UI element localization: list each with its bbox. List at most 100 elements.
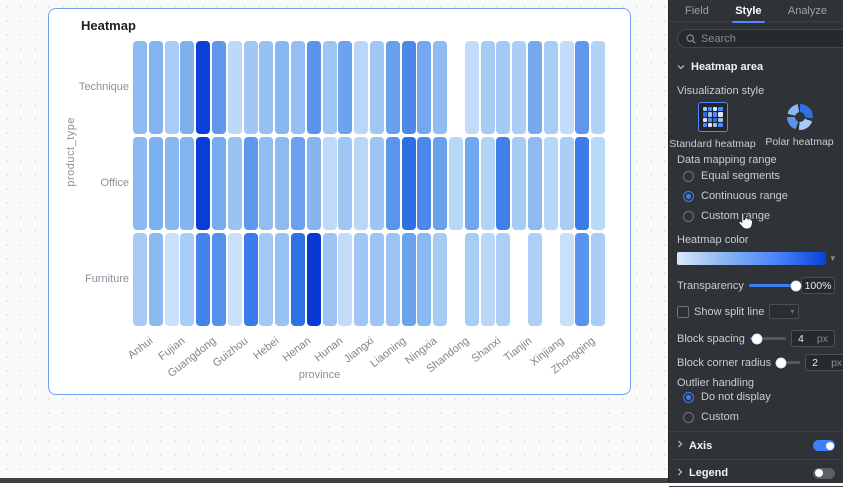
heatmap-cell[interactable] [148,137,163,230]
axis-toggle[interactable] [813,440,835,451]
slider-thumb[interactable] [790,280,802,291]
heatmap-cell[interactable] [275,233,290,326]
heatmap-cell[interactable] [180,41,195,134]
block-corner-radius-slider[interactable] [775,357,801,368]
heatmap-cell[interactable] [370,137,384,230]
heatmap-cell[interactable] [291,137,305,230]
heatmap-cell[interactable] [227,41,242,134]
chart-card[interactable]: Heatmap product_type province Technique O… [48,8,631,395]
heatmap-cell[interactable] [401,41,416,134]
heatmap-cell[interactable] [133,41,147,134]
block-spacing-value[interactable]: 4 px [791,330,835,347]
heatmap-cell[interactable] [196,41,211,134]
heatmap-cell[interactable] [433,137,448,230]
transparency-slider[interactable] [748,280,802,291]
heatmap-cell[interactable] [180,137,195,230]
heatmap-cell[interactable] [496,41,511,134]
heatmap-cell[interactable] [575,41,590,134]
heatmap-cell[interactable] [385,137,400,230]
heatmap-cell[interactable] [559,41,574,134]
heatmap-cell[interactable] [259,233,274,326]
heatmap-cell[interactable] [417,137,432,230]
heatmap-cell[interactable] [212,233,226,326]
heatmap-cell[interactable] [528,41,542,134]
heatmap-cell[interactable] [338,233,353,326]
heatmap-cell[interactable] [496,233,511,326]
heatmap-cell[interactable] [212,41,226,134]
viz-standard-heatmap-option[interactable]: Standard heatmap [669,102,756,150]
heatmap-cell[interactable] [417,233,432,326]
heatmap-cell[interactable] [164,233,179,326]
heatmap-cell[interactable] [306,233,321,326]
heatmap-cell[interactable] [591,137,606,230]
section-heatmap-area[interactable]: Heatmap area [669,52,843,77]
heatmap-cell[interactable] [464,41,479,134]
heatmap-cell[interactable] [512,41,527,134]
heatmap-cell[interactable] [591,41,606,134]
heatmap-cell[interactable] [133,233,147,326]
heatmap-cell[interactable] [227,233,242,326]
heatmap-cell[interactable] [322,233,337,326]
tab-field[interactable]: Field [685,4,709,17]
heatmap-cell[interactable] [543,137,558,230]
heatmap-cell[interactable] [370,41,384,134]
slider-thumb[interactable] [775,357,787,368]
heatmap-cell[interactable] [306,41,321,134]
search-input-wrapper[interactable] [677,29,843,48]
heatmap-cell[interactable] [322,137,337,230]
radio-outlier-custom[interactable]: Custom [669,405,843,431]
heatmap-cell[interactable] [338,137,353,230]
heatmap-cell[interactable] [575,233,590,326]
search-input[interactable] [701,32,843,45]
heatmap-cell[interactable] [243,137,258,230]
heatmap-cell[interactable] [306,137,321,230]
heatmap-cell[interactable] [528,233,542,326]
heatmap-cell[interactable] [133,137,147,230]
heatmap-cell[interactable] [480,137,495,230]
heatmap-cell[interactable] [354,233,369,326]
legend-toggle[interactable] [813,467,835,479]
heatmap-cell[interactable] [196,233,211,326]
heatmap-cell[interactable] [543,41,558,134]
heatmap-cell[interactable] [227,137,242,230]
heatmap-cell[interactable] [433,41,448,134]
heatmap-cell[interactable] [528,137,542,230]
heatmap-cell[interactable] [259,41,274,134]
heatmap-cell[interactable] [243,233,258,326]
heatmap-cell[interactable] [401,137,416,230]
heatmap-cell[interactable] [464,137,479,230]
heatmap-cell[interactable] [275,41,290,134]
heatmap-cell[interactable] [338,41,353,134]
show-split-line-checkbox[interactable] [677,305,689,318]
viz-polar-heatmap-option[interactable]: Polar heatmap [756,102,843,150]
heatmap-color-gradient[interactable] [677,252,827,265]
heatmap-cell[interactable] [370,233,384,326]
heatmap-cell[interactable] [417,41,432,134]
heatmap-cell[interactable] [259,137,274,230]
heatmap-cell[interactable] [354,137,369,230]
heatmap-cell[interactable] [196,137,211,230]
radio-equal-segments[interactable]: Equal segments [669,166,843,186]
heatmap-cell[interactable] [275,137,290,230]
heatmap-cell[interactable] [148,233,163,326]
heatmap-cell[interactable] [480,41,495,134]
heatmap-cell[interactable] [164,137,179,230]
heatmap-cell[interactable] [575,137,590,230]
heatmap-cell[interactable] [212,137,226,230]
heatmap-cell[interactable] [243,41,258,134]
tab-style[interactable]: Style [732,4,765,23]
heatmap-cell[interactable] [433,233,448,326]
heatmap-cell[interactable] [385,233,400,326]
radio-do-not-display[interactable]: Do not display [669,389,843,405]
heatmap-cell[interactable] [354,41,369,134]
heatmap-cell[interactable] [496,137,511,230]
heatmap-cell[interactable] [512,137,527,230]
section-axis[interactable]: Axis [669,431,843,459]
heatmap-cell[interactable] [559,137,574,230]
heatmap-cell[interactable] [322,41,337,134]
heatmap-cell[interactable] [559,233,574,326]
transparency-value[interactable]: 100% [801,277,835,294]
caret-down-icon[interactable]: ▾ [830,253,835,263]
block-spacing-slider[interactable] [749,333,786,344]
heatmap-cell[interactable] [180,233,195,326]
